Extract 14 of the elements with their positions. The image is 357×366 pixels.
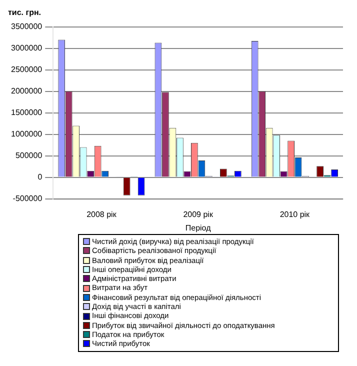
y-axis-title: тис. грн. bbox=[8, 8, 42, 19]
y-tick-label: 0 bbox=[38, 172, 43, 182]
y-tick-label: 1000000 bbox=[10, 130, 43, 139]
y-tick-label: 500000 bbox=[15, 151, 43, 160]
x-tick-label: 2010 рік bbox=[280, 210, 310, 219]
y-tick-label: -500000 bbox=[12, 194, 43, 204]
y-tick-label: 3000000 bbox=[10, 44, 43, 53]
x-tick-label: 2008 рік bbox=[86, 210, 117, 219]
x-axis-title: Період bbox=[185, 223, 212, 232]
y-tick-label: 2500000 bbox=[10, 65, 43, 74]
x-tick-label: 2009 рік bbox=[183, 210, 214, 219]
y-tick-label: 3500000 bbox=[10, 22, 43, 32]
y-tick-label: 2000000 bbox=[10, 86, 43, 96]
y-tick-label: 1500000 bbox=[10, 108, 43, 118]
